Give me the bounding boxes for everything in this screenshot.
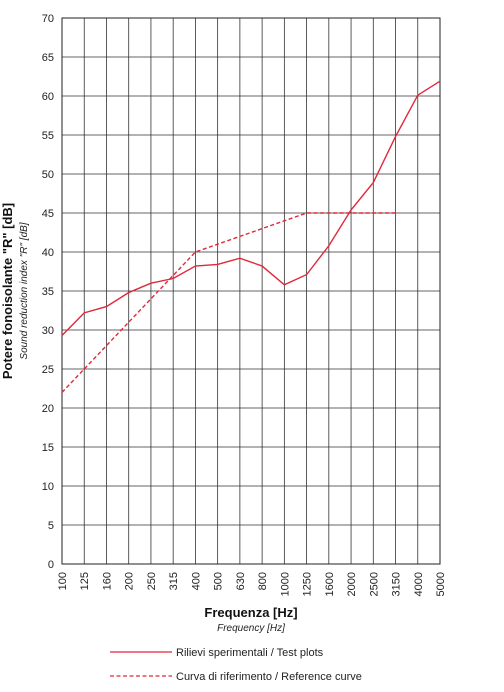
x-tick-label-2500: 2500 bbox=[368, 572, 380, 596]
x-tick-label-125: 125 bbox=[79, 572, 91, 590]
y-tick-label-65: 65 bbox=[42, 52, 54, 64]
x-tick-label-250: 250 bbox=[146, 572, 158, 590]
x-tick-label-1000: 1000 bbox=[279, 572, 291, 596]
legend: Rilievi sperimentali / Test plots Curva … bbox=[110, 647, 362, 683]
x-tick-label-1250: 1250 bbox=[302, 572, 314, 596]
legend-label-reference-curve: Curva di riferimento / Reference curve bbox=[176, 671, 362, 683]
y-tick-label-50: 50 bbox=[42, 169, 54, 181]
y-tick-label-60: 60 bbox=[42, 91, 54, 103]
y-axis-ticks: 0 5 10 15 20 25 30 35 40 45 50 55 60 65 70 bbox=[42, 13, 54, 571]
x-tick-label-630: 630 bbox=[235, 572, 247, 590]
y-tick-label-35: 35 bbox=[42, 286, 54, 298]
y-tick-label-10: 10 bbox=[42, 481, 54, 493]
series-group bbox=[61, 80, 441, 393]
x-tick-label-3150: 3150 bbox=[391, 572, 403, 596]
series-line-reference-curve bbox=[61, 212, 396, 393]
y-tick-label-0: 0 bbox=[48, 559, 54, 571]
legend-label-test-plots: Rilievi sperimentali / Test plots bbox=[176, 647, 324, 659]
y-axis-label: Potere fonoisolante "R" [dB] bbox=[0, 203, 15, 379]
y-axis-sublabel: Sound reduction index "R" [dB] bbox=[19, 222, 30, 359]
x-tick-label-800: 800 bbox=[257, 572, 269, 590]
x-axis-sublabel: Frequency [Hz] bbox=[217, 623, 285, 634]
x-tick-label-315: 315 bbox=[168, 572, 180, 590]
grid bbox=[61, 17, 441, 565]
y-tick-label-40: 40 bbox=[42, 247, 54, 259]
x-tick-label-5000: 5000 bbox=[435, 572, 447, 596]
y-tick-label-20: 20 bbox=[42, 403, 54, 415]
x-tick-label-1600: 1600 bbox=[324, 572, 336, 596]
y-tick-label-45: 45 bbox=[42, 208, 54, 220]
y-tick-label-15: 15 bbox=[42, 442, 54, 454]
x-tick-label-160: 160 bbox=[101, 572, 113, 590]
x-axis-ticks: 100 125 160 200 250 315 400 500 630 800 1000 1250 16… bbox=[57, 572, 447, 596]
x-tick-label-4000: 4000 bbox=[413, 572, 425, 596]
plot-frame bbox=[61, 17, 441, 565]
y-tick-label-70: 70 bbox=[42, 13, 54, 25]
y-tick-label-30: 30 bbox=[42, 325, 54, 337]
x-tick-label-400: 400 bbox=[190, 572, 202, 590]
y-tick-label-5: 5 bbox=[48, 520, 54, 532]
x-tick-label-100: 100 bbox=[57, 572, 69, 590]
x-tick-label-200: 200 bbox=[124, 572, 136, 590]
y-tick-label-55: 55 bbox=[42, 130, 54, 142]
series-line-test-plots bbox=[61, 80, 441, 336]
x-tick-label-500: 500 bbox=[213, 572, 225, 590]
x-tick-label-2000: 2000 bbox=[346, 572, 358, 596]
x-axis-label: Frequenza [Hz] bbox=[204, 605, 297, 620]
y-tick-label-25: 25 bbox=[42, 364, 54, 376]
